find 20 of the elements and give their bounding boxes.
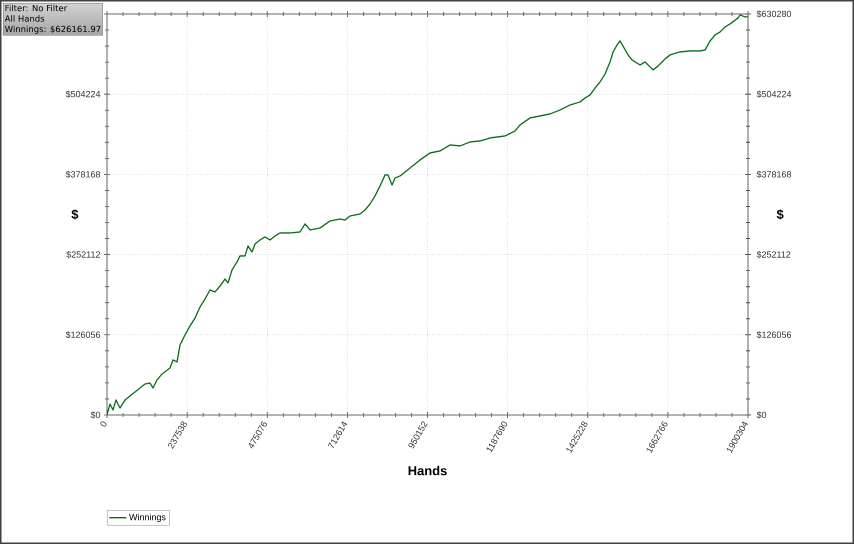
text: All Hands [4, 15, 44, 22]
text: Winnings: $626161.97 [4, 26, 100, 34]
y2-tick-label: $630280 [756, 10, 792, 18]
y-tick-label: $504224 [66, 90, 100, 98]
y2-tick-label: $504224 [756, 90, 792, 98]
y2-tick-label: $378168 [756, 170, 792, 178]
x-tick-label: 0 [100, 421, 107, 427]
y2-tick-label: $126056 [756, 331, 792, 338]
y2-tick-label: $0 [756, 411, 766, 419]
legend-label: Winnings [129, 514, 166, 522]
line-series [107, 14, 748, 415]
y-tick-label: $126056 [66, 331, 100, 338]
y-tick-label: $378168 [66, 170, 100, 178]
text: Filter: No Filter [6, 4, 68, 12]
y2-axis-title: $ [776, 209, 784, 220]
y-axis-title: $ [71, 209, 78, 220]
x-axis-title: Hands [408, 466, 447, 476]
y2-tick-label: $252112 [756, 250, 790, 258]
y-tick-label: $252112 [66, 250, 100, 258]
y-tick-label: $0 [90, 411, 100, 419]
